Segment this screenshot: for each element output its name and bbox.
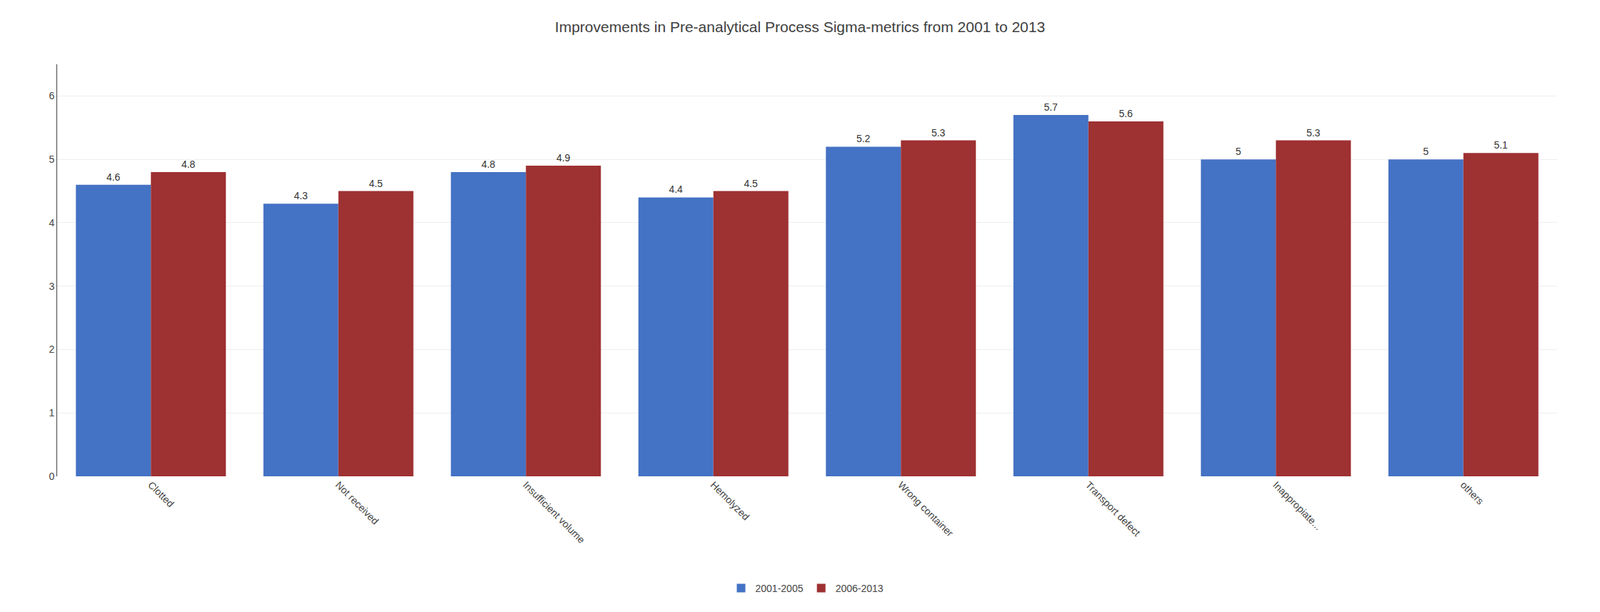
svg-text:Transport defect: Transport defect xyxy=(1083,479,1143,539)
svg-text:5.2: 5.2 xyxy=(856,132,871,145)
svg-text:Clotted: Clotted xyxy=(145,479,177,510)
svg-text:3: 3 xyxy=(48,280,55,293)
svg-text:Not received: Not received xyxy=(333,479,382,528)
svg-text:5: 5 xyxy=(1422,145,1429,158)
svg-text:4.5: 4.5 xyxy=(743,177,758,190)
svg-text:4.8: 4.8 xyxy=(481,158,496,170)
svg-text:2006-2013: 2006-2013 xyxy=(835,582,884,595)
svg-text:5.3: 5.3 xyxy=(931,127,946,139)
svg-text:5: 5 xyxy=(48,153,55,165)
svg-text:5.7: 5.7 xyxy=(1043,101,1058,113)
svg-text:4.6: 4.6 xyxy=(106,171,121,183)
svg-text:5.3: 5.3 xyxy=(1306,127,1321,139)
svg-text:others: others xyxy=(1458,479,1487,508)
svg-text:Inappropiate...: Inappropiate... xyxy=(1270,479,1325,533)
svg-text:1: 1 xyxy=(48,407,55,419)
svg-text:5: 5 xyxy=(1235,145,1242,158)
svg-text:Hemolyzed: Hemolyzed xyxy=(708,479,753,523)
svg-text:2001-2005: 2001-2005 xyxy=(755,582,804,595)
svg-text:6: 6 xyxy=(48,90,55,102)
svg-text:Wrong container: Wrong container xyxy=(895,479,956,540)
svg-text:Insufficient volume: Insufficient volume xyxy=(520,479,588,546)
svg-text:5.6: 5.6 xyxy=(1118,107,1133,120)
svg-text:4.3: 4.3 xyxy=(293,190,308,202)
svg-text:4: 4 xyxy=(48,217,55,229)
svg-text:4.4: 4.4 xyxy=(668,183,683,195)
svg-text:4.5: 4.5 xyxy=(368,177,383,190)
svg-text:4.9: 4.9 xyxy=(556,152,571,164)
svg-text:Improvements in Pre-analytical: Improvements in Pre-analytical Process S… xyxy=(555,18,1045,35)
svg-text:2: 2 xyxy=(48,343,55,355)
svg-text:0: 0 xyxy=(48,470,55,483)
svg-text:4.8: 4.8 xyxy=(181,158,196,170)
svg-text:5.1: 5.1 xyxy=(1493,139,1508,151)
